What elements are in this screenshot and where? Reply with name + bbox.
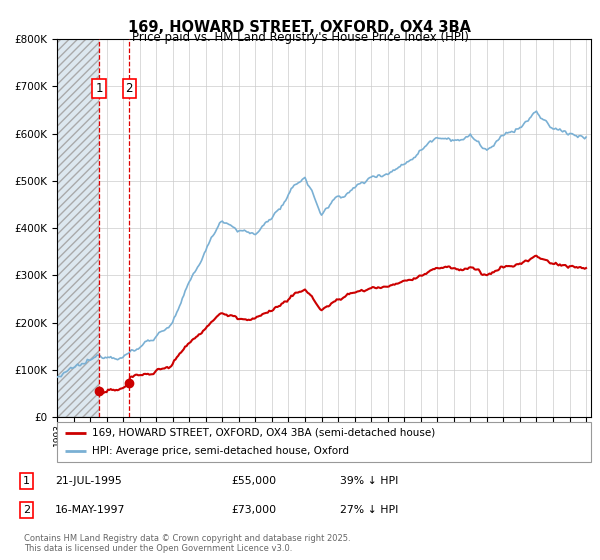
Text: 1: 1	[23, 476, 30, 486]
Text: 16-MAY-1997: 16-MAY-1997	[55, 505, 125, 515]
Text: 169, HOWARD STREET, OXFORD, OX4 3BA: 169, HOWARD STREET, OXFORD, OX4 3BA	[128, 20, 472, 35]
Text: 27% ↓ HPI: 27% ↓ HPI	[340, 505, 398, 515]
Text: 1: 1	[95, 82, 103, 95]
Text: Contains HM Land Registry data © Crown copyright and database right 2025.
This d: Contains HM Land Registry data © Crown c…	[24, 534, 350, 553]
Text: £55,000: £55,000	[231, 476, 276, 486]
Text: 39% ↓ HPI: 39% ↓ HPI	[340, 476, 398, 486]
Text: 21-JUL-1995: 21-JUL-1995	[55, 476, 122, 486]
Text: HPI: Average price, semi-detached house, Oxford: HPI: Average price, semi-detached house,…	[92, 446, 349, 456]
Text: 2: 2	[23, 505, 30, 515]
Text: 169, HOWARD STREET, OXFORD, OX4 3BA (semi-detached house): 169, HOWARD STREET, OXFORD, OX4 3BA (sem…	[92, 428, 435, 437]
Text: 2: 2	[125, 82, 133, 95]
Text: Price paid vs. HM Land Registry's House Price Index (HPI): Price paid vs. HM Land Registry's House …	[131, 31, 469, 44]
FancyBboxPatch shape	[57, 422, 591, 462]
Text: £73,000: £73,000	[231, 505, 276, 515]
